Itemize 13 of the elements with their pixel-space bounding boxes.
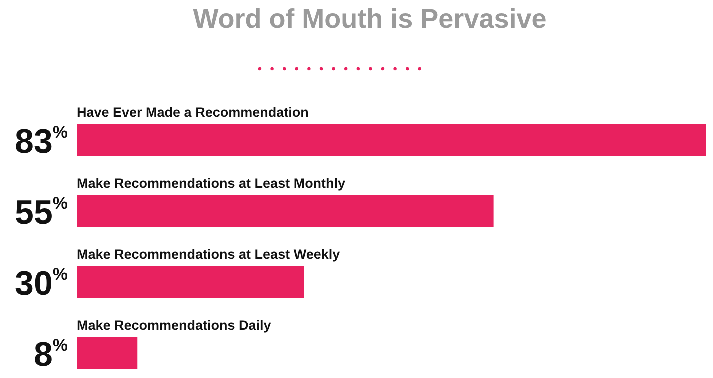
bar (77, 124, 706, 156)
chart-title: Word of Mouth is Pervasive (193, 4, 547, 34)
data-label: 8$^{%}$ (34, 336, 68, 374)
data-label: 83$^{%}$ (15, 122, 68, 161)
bar (77, 195, 494, 227)
bar (77, 266, 304, 298)
y-tick-label: Make Recommendations at Least Weekly (77, 247, 341, 262)
y-tick-label: Make Recommendations at Least Monthly (77, 176, 346, 191)
y-tick-label: Make Recommendations Daily (77, 318, 272, 333)
data-label: 30$^{%}$ (15, 264, 68, 303)
y-tick-label: Have Ever Made a Recommendation (77, 105, 309, 120)
bar (77, 337, 138, 369)
data-label: 55$^{%}$ (15, 194, 68, 232)
